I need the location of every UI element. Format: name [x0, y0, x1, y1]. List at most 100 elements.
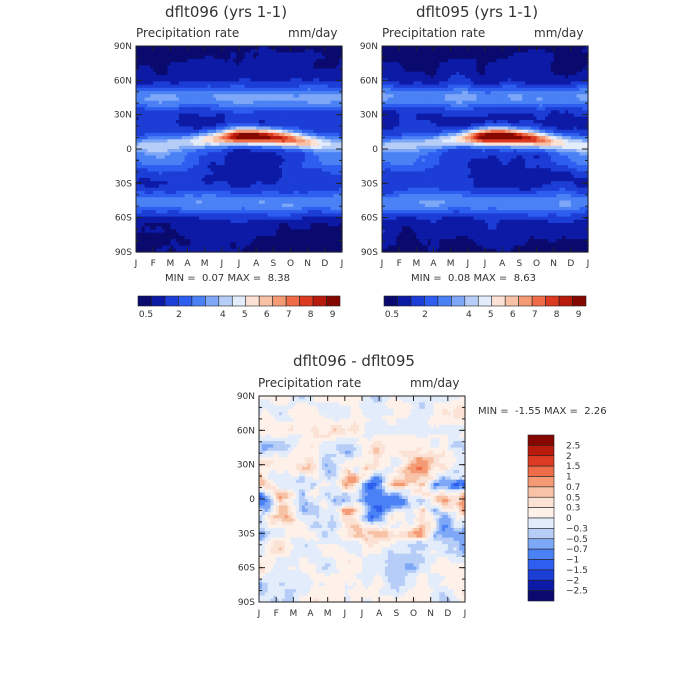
- panel1-cell: [284, 74, 289, 79]
- panel1-cell: [276, 62, 280, 66]
- panel1-cell: [259, 65, 263, 70]
- panel1-cell: [333, 46, 337, 50]
- panel1-cell: [244, 71, 249, 76]
- panel1-cell: [224, 78, 229, 83]
- panel1-cell: [256, 78, 260, 83]
- panel1-cell: [293, 68, 297, 73]
- panel1-cell: [201, 65, 206, 70]
- panel1-cell: [227, 68, 232, 73]
- panel1-cell: [153, 68, 157, 73]
- panel1-cell: [158, 46, 163, 50]
- panel1-cell: [173, 62, 177, 66]
- panel1-cell: [239, 62, 243, 66]
- panel1-cell: [230, 65, 234, 70]
- panel1-cell: [321, 68, 326, 73]
- panel1-cell: [147, 52, 151, 57]
- panel1-cell: [281, 58, 286, 63]
- panel1-cell: [319, 68, 323, 73]
- panel1-cell: [324, 74, 329, 79]
- panel1-cell: [270, 46, 274, 50]
- panel1-cell: [170, 58, 174, 63]
- panel1-cell: [150, 78, 154, 83]
- panel1-cell: [273, 78, 277, 83]
- panel1-cell: [176, 74, 180, 79]
- panel1-cell: [181, 46, 186, 50]
- panel1-cell: [198, 74, 203, 79]
- panel1-cell: [316, 71, 320, 76]
- panel1-cell: [230, 68, 234, 73]
- panel1-cell: [207, 65, 211, 70]
- panel1-cell: [256, 71, 260, 76]
- panel1-cell: [210, 46, 214, 50]
- panel1-cell: [327, 68, 332, 73]
- panel1-xtick-label: J: [237, 259, 241, 269]
- panel1-cell: [259, 49, 263, 54]
- panel1-cell: [193, 62, 197, 66]
- panel1-cell: [270, 78, 274, 83]
- panel1-cell: [193, 78, 197, 83]
- panel1-cell: [198, 52, 203, 57]
- panel1-cell: [141, 58, 146, 63]
- panel1-cell: [281, 71, 286, 76]
- panel1-cell: [173, 58, 177, 63]
- panel1-cell: [144, 62, 149, 66]
- panel1-cell: [267, 58, 272, 63]
- panel1-cell: [290, 46, 294, 50]
- panel1-cell: [250, 78, 254, 83]
- panel1-cell: [264, 46, 269, 50]
- panel1-cell: [310, 68, 314, 73]
- panel1-cell: [170, 74, 174, 79]
- panel1-cell: [161, 68, 166, 73]
- panel1-xtick-label: N: [304, 259, 311, 269]
- panel1-cell: [313, 78, 317, 83]
- panel1-cell: [230, 58, 234, 63]
- panel1-cell: [184, 65, 189, 70]
- panel1-cell: [178, 62, 183, 66]
- panel1-cell: [250, 46, 254, 50]
- panel1-cell: [141, 52, 146, 57]
- panel1-cell: [221, 52, 226, 57]
- panel1-cell: [239, 52, 243, 57]
- panel1-cell: [156, 74, 160, 79]
- panel1-cell: [201, 78, 206, 83]
- panel1-cell: [218, 78, 223, 83]
- panel1-cell: [299, 62, 303, 66]
- panel1-cell: [273, 49, 277, 54]
- panel3-title: dflt096 - dflt095: [293, 352, 415, 370]
- panel1-cell: [270, 65, 274, 70]
- panel1-cell: [164, 46, 169, 50]
- panel1-cell: [310, 71, 314, 76]
- panel1-cell: [239, 49, 243, 54]
- panel1-cell: [147, 71, 151, 76]
- panel1-cell: [307, 65, 312, 70]
- panel1-cell: [253, 74, 257, 79]
- panel1-cell: [190, 71, 194, 76]
- panel1-cell: [316, 68, 320, 73]
- panel1-cell: [181, 52, 186, 57]
- panel1-cell: [190, 74, 194, 79]
- panel1-cell: [290, 71, 294, 76]
- panel1-cell: [181, 71, 186, 76]
- panel1-xtick-label: J: [134, 259, 138, 269]
- panel1-cell: [250, 71, 254, 76]
- panel1-cell: [224, 71, 229, 76]
- panel1-cell: [307, 55, 312, 60]
- panel1-cell: [147, 78, 151, 83]
- panel1-cell: [201, 58, 206, 63]
- panel1-cell: [153, 55, 157, 60]
- panel1-cell: [190, 58, 194, 63]
- panel1-cell: [227, 49, 232, 54]
- panel1-cell: [218, 52, 223, 57]
- panel1-cell: [216, 78, 220, 83]
- panel1-cell: [178, 68, 183, 73]
- panel1-title: dflt096 (yrs 1-1): [165, 3, 288, 21]
- panel1-cell: [210, 52, 214, 57]
- panel1-cell: [178, 71, 183, 76]
- panel1-cell: [138, 52, 143, 57]
- panel1-cell: [221, 68, 226, 73]
- panel1-cell: [233, 74, 237, 79]
- panel1-cell: [210, 49, 214, 54]
- panel1-cell: [224, 65, 229, 70]
- panel1-cell: [184, 62, 189, 66]
- panel1-cell: [144, 71, 149, 76]
